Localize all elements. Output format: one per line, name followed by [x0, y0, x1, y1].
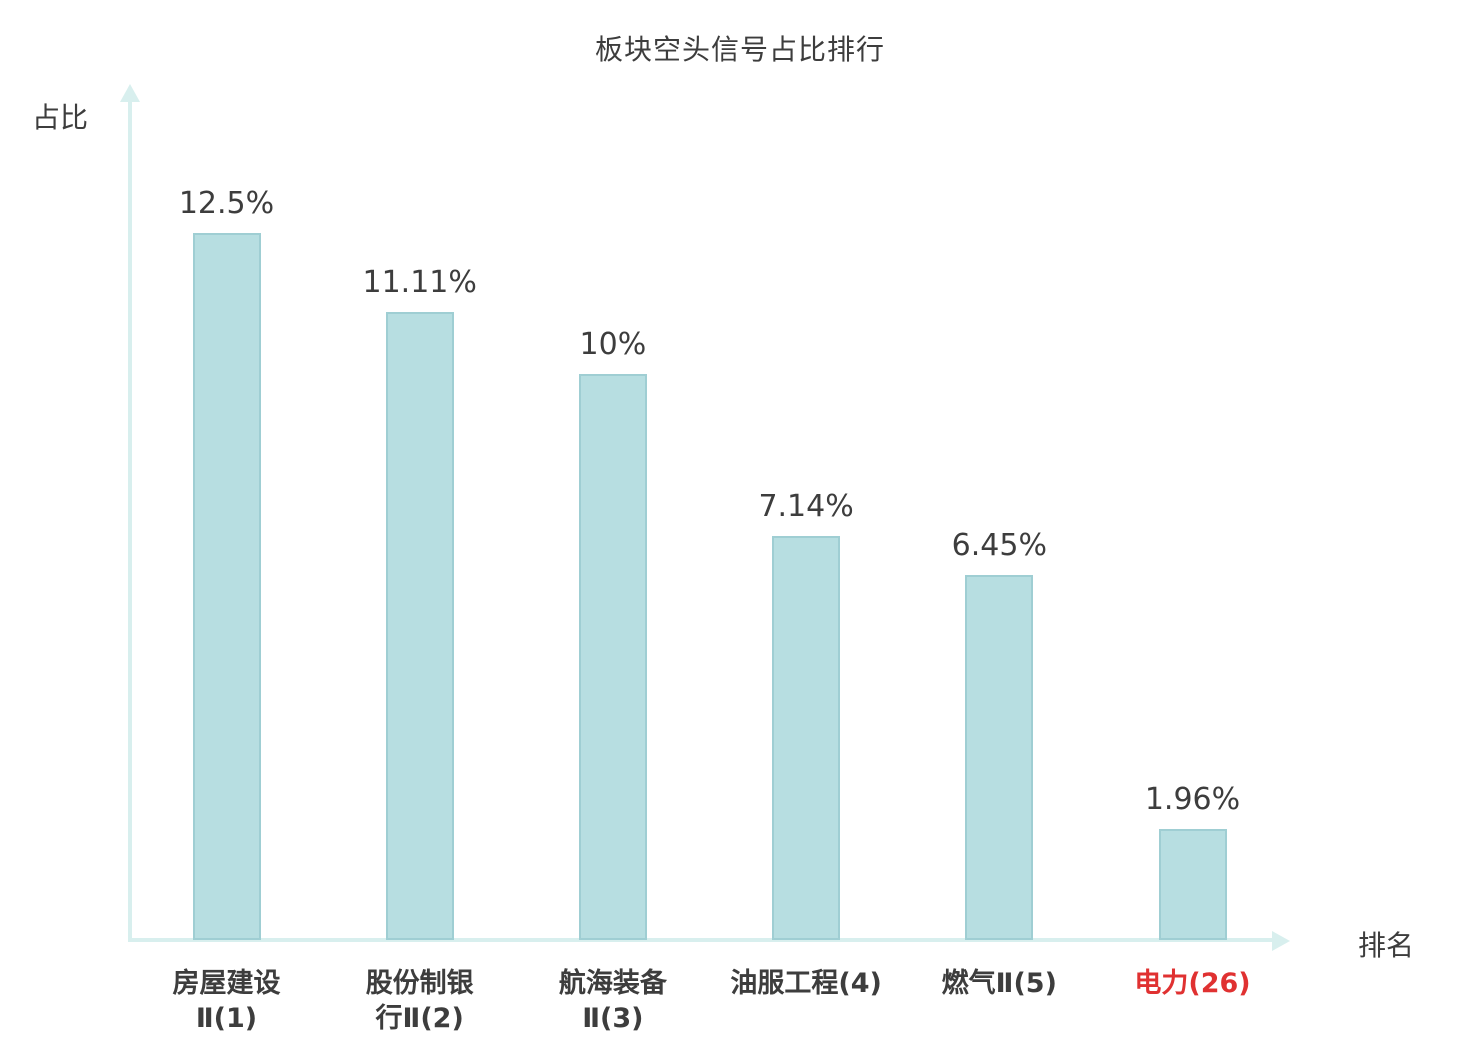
bar-value-label: 1.96% — [1144, 782, 1241, 817]
y-axis-label: 占比 — [32, 101, 89, 134]
bar — [192, 233, 261, 940]
bar — [1158, 829, 1227, 940]
category-label: 航海装备 Ⅱ(3) — [558, 968, 667, 1035]
x-axis-label: 排名 — [1358, 929, 1415, 962]
category-label: 股份制银 行Ⅱ(2) — [365, 968, 474, 1035]
bar — [965, 575, 1034, 940]
category-label: 油服工程(4) — [730, 968, 882, 999]
x-axis-line — [128, 938, 1274, 942]
y-axis-line — [128, 100, 132, 942]
category-label: 房屋建设 Ⅱ(1) — [172, 968, 281, 1035]
category-label: 电力(26) — [1134, 968, 1251, 999]
category-label: 燃气Ⅱ(5) — [941, 968, 1057, 999]
bar — [385, 312, 454, 940]
bar-value-label: 10% — [579, 327, 647, 362]
bar-value-label: 7.14% — [758, 489, 854, 524]
bar — [578, 374, 647, 940]
bar-value-label: 12.5% — [178, 186, 275, 221]
chart-title: 板块空头信号占比排行 — [594, 33, 885, 66]
x-axis-arrow-icon — [1272, 931, 1290, 951]
bar-value-label: 11.11% — [362, 265, 477, 300]
y-axis-arrow-icon — [120, 84, 140, 102]
bar-value-label: 6.45% — [951, 528, 1047, 563]
bar — [772, 536, 841, 940]
